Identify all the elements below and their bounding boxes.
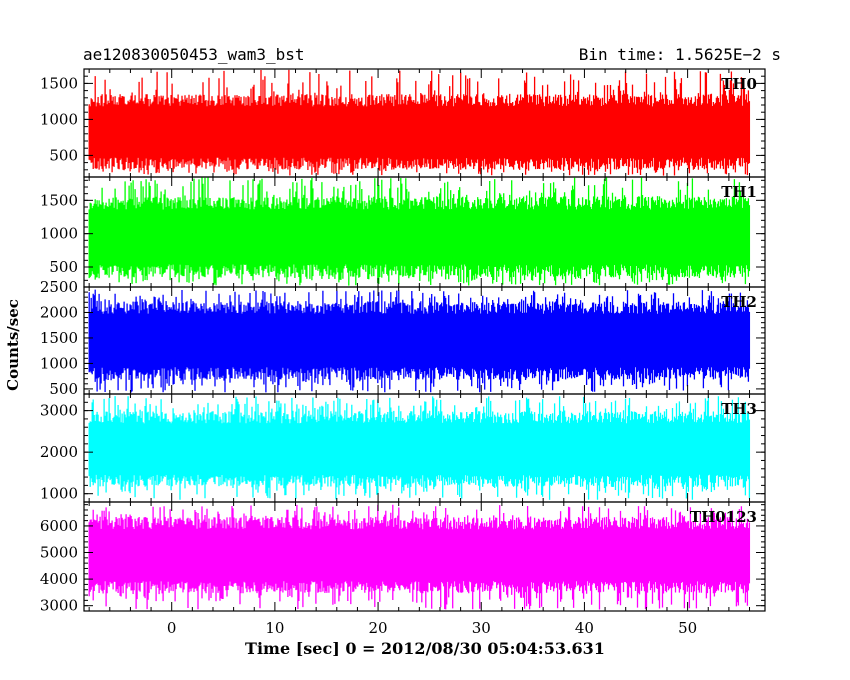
x-tick-label: 10: [265, 619, 284, 637]
x-axis-label: Time [sec] 0 = 2012/08/30 05:04:53.631: [245, 639, 605, 658]
series-label: TH3: [721, 400, 757, 418]
y-tick-label: 2000: [40, 303, 78, 321]
series-label: TH0123: [690, 508, 757, 526]
y-axis-label: Counts/sec: [4, 299, 22, 391]
y-tick-label: 3000: [40, 402, 78, 420]
panel-th2: 500 1000 1500 2000 2500 TH2: [40, 278, 766, 398]
series-th0123: [88, 504, 751, 610]
y-tick-label: 500: [49, 146, 78, 164]
y-tick-label: 1500: [40, 191, 78, 209]
x-tick-label: 50: [678, 619, 697, 637]
series-th1: [88, 177, 751, 286]
x-tick-label: 40: [575, 619, 594, 637]
x-tick-label: 20: [369, 619, 388, 637]
y-tick-label: 500: [49, 380, 78, 398]
y-tick-label: 500: [49, 258, 78, 276]
series-label: TH2: [721, 293, 757, 311]
x-tick-label: 0: [167, 619, 177, 637]
panel-th1: 500 1000 1500 TH1: [40, 176, 766, 288]
series-th3: [88, 396, 751, 500]
y-tick-label: 1000: [40, 225, 78, 243]
y-tick-label: 4000: [40, 570, 78, 588]
panel-th3: 1000 2000 3000 TH3: [40, 393, 766, 503]
y-tick-label: 3000: [40, 597, 78, 615]
series-th0: [88, 69, 751, 176]
y-tick-label: 1500: [40, 74, 78, 92]
chart-title: ae120830050453_wam3_bst: [83, 45, 305, 64]
y-tick-label: 6000: [40, 517, 78, 535]
series-th2: [88, 289, 751, 393]
bin-time-label: Bin time: 1.5625E−2 s: [578, 45, 781, 64]
panel-th0: 500 1000 1500 TH0: [40, 68, 766, 178]
y-tick-label: 5000: [40, 544, 78, 562]
y-tick-label: 1000: [40, 110, 78, 128]
series-label: TH1: [721, 183, 757, 201]
y-tick-label: 1000: [40, 485, 78, 503]
x-tick-label: 30: [472, 619, 491, 637]
y-tick-label: 2000: [40, 443, 78, 461]
y-tick-label: 1500: [40, 329, 78, 347]
y-tick-label: 1000: [40, 354, 78, 372]
panel-th0123: 3000 4000 5000 6000 TH0123: [40, 501, 766, 615]
y-tick-label: 2500: [40, 278, 78, 296]
panel-frame: [83, 501, 766, 612]
series-label: TH0: [721, 75, 757, 93]
